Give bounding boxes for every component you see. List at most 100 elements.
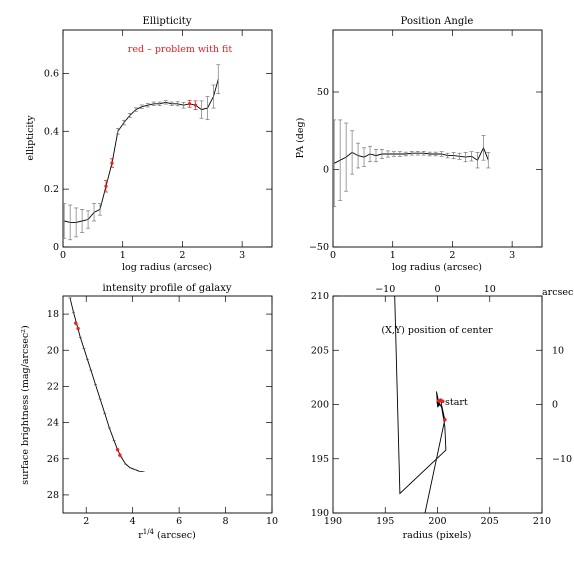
flagged-point xyxy=(193,103,198,107)
error-bar xyxy=(169,101,174,106)
error-bar xyxy=(403,151,408,157)
error-bar xyxy=(163,100,168,105)
position-angle-frame xyxy=(332,29,543,248)
error-bar xyxy=(62,203,67,239)
error-bar xyxy=(415,151,420,156)
error-bar xyxy=(151,101,156,106)
intensity-title: intensity profile of galaxy xyxy=(102,283,231,294)
flagged-point xyxy=(443,417,447,422)
flagged-point xyxy=(104,184,108,188)
top-tick-label: 0 xyxy=(434,284,440,295)
error-bar xyxy=(92,203,97,222)
y-tick-label: 210 xyxy=(311,291,329,302)
error-bar xyxy=(457,152,462,160)
position-angle-title: Position Angle xyxy=(401,16,474,27)
arcsec-top-label: arcsec xyxy=(542,287,573,298)
error-bar xyxy=(115,128,120,135)
error-bar xyxy=(373,149,378,163)
error-bar xyxy=(475,152,480,169)
top-tick-label: −10 xyxy=(375,284,395,295)
x-tick-label: 8 xyxy=(223,516,229,527)
y-tick-label: 200 xyxy=(311,400,329,411)
intensity-xlabel: r1/4 (arcsec) xyxy=(138,528,196,541)
x-tick-label: 6 xyxy=(176,516,182,527)
flagged-point xyxy=(440,399,445,404)
ellipticity-xlabel: log radius (arcsec) xyxy=(122,262,212,273)
error-bar xyxy=(391,151,396,157)
error-bar xyxy=(350,130,355,175)
error-bar xyxy=(469,151,474,162)
flagged-point xyxy=(187,102,192,106)
flagged-point xyxy=(115,448,120,452)
y-tick-label: 195 xyxy=(311,454,329,465)
y-tick-label: 0.4 xyxy=(44,126,59,137)
error-bar xyxy=(445,152,450,159)
x-tick-label: 190 xyxy=(324,516,342,527)
error-bar xyxy=(433,151,438,157)
x-tick-label: 4 xyxy=(130,516,136,527)
x-tick-label: 3 xyxy=(239,250,245,261)
intensity-frame xyxy=(62,295,273,514)
error-bar xyxy=(409,151,414,156)
ellipticity-ylabel: ellipticity xyxy=(25,115,36,161)
start-label: start xyxy=(445,397,468,408)
error-bar xyxy=(451,152,456,159)
error-bar xyxy=(98,203,103,216)
right-tick-label: −10 xyxy=(552,454,572,465)
flagged-point xyxy=(118,453,122,457)
position-angle-xlabel: log radius (arcsec) xyxy=(392,262,482,273)
y-tick-label: 205 xyxy=(311,345,329,356)
y-tick-label: 24 xyxy=(47,418,59,429)
x-tick-label: 195 xyxy=(376,516,394,527)
error-bar xyxy=(368,145,373,163)
y-tick-label: 28 xyxy=(47,490,59,501)
error-bar xyxy=(145,103,150,108)
right-tick-label: 10 xyxy=(552,345,564,356)
surface-brightness-line xyxy=(69,297,144,472)
position-angle-panel: Position Angle log radius (arcsec) PA (d… xyxy=(295,16,543,273)
flagged-point xyxy=(74,321,78,325)
error-bar xyxy=(356,142,361,169)
x-tick-label: 2 xyxy=(179,250,185,261)
y-tick-label: 22 xyxy=(47,381,59,392)
x-tick-label: 2 xyxy=(83,516,89,527)
flagged-point xyxy=(76,326,80,331)
y-tick-label: 190 xyxy=(311,508,329,519)
error-bar xyxy=(86,210,91,229)
error-bar xyxy=(199,100,204,119)
error-bar xyxy=(121,119,126,126)
intensity-ylabel: surface brightness (mag/arcsec²) xyxy=(20,325,31,484)
error-bar xyxy=(175,101,180,107)
error-bar xyxy=(80,209,85,233)
x-tick-label: 205 xyxy=(481,516,499,527)
error-bar xyxy=(463,152,468,163)
error-bar xyxy=(68,204,73,241)
fit-problem-note: red – problem with fit xyxy=(128,44,233,55)
x-tick-label: 1 xyxy=(120,250,126,261)
x-tick-label: 10 xyxy=(266,516,278,527)
error-bar xyxy=(205,96,210,121)
error-bar xyxy=(362,147,367,167)
center-xlabel: radius (pixels) xyxy=(403,530,472,541)
y-tick-label: 50 xyxy=(317,87,329,98)
error-bar xyxy=(421,151,426,156)
x-tick-label: 2 xyxy=(449,250,455,261)
error-bar xyxy=(74,207,79,238)
error-bar xyxy=(216,64,221,95)
error-bar xyxy=(211,84,216,109)
ellipticity-frame xyxy=(62,29,273,248)
error-bar xyxy=(127,112,132,118)
y-tick-label: 20 xyxy=(47,345,59,356)
start-marker xyxy=(436,401,441,408)
error-bar xyxy=(439,151,444,157)
error-bar xyxy=(139,104,144,109)
error-bar xyxy=(344,122,349,192)
error-bar xyxy=(427,151,432,157)
position-angle-line xyxy=(333,146,489,164)
x-tick-label: 0 xyxy=(60,250,66,261)
x-tick-label: 0 xyxy=(330,250,336,261)
top-tick-label: 10 xyxy=(484,284,496,295)
ellipticity-panel: Ellipticity red – problem with fit log r… xyxy=(25,16,273,273)
y-tick-label: 0 xyxy=(323,165,329,176)
